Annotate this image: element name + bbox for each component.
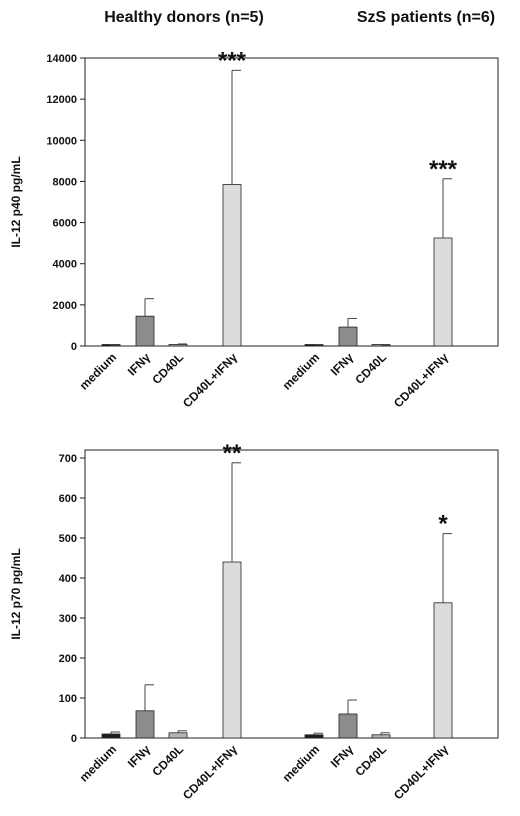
y-tick-label: 100	[59, 693, 77, 705]
bar	[371, 734, 391, 739]
category-label: CD40L+IFNγ	[180, 350, 240, 410]
y-tick-label: 14000	[46, 53, 77, 65]
category-label: medium	[280, 350, 322, 392]
y-tick-label: 300	[59, 613, 77, 625]
category-label: CD40L	[352, 350, 389, 387]
y-tick-label: 6000	[53, 218, 77, 230]
y-tick-label: 4000	[53, 259, 77, 271]
category-label: medium	[280, 742, 322, 784]
category-label: CD40L	[149, 742, 186, 779]
significance-label: *	[438, 511, 448, 538]
category-label: IFNγ	[125, 350, 154, 379]
y-tick-label: 600	[59, 493, 77, 505]
y-tick-label: 8000	[53, 176, 77, 188]
y-tick-label: 700	[59, 453, 77, 465]
bar	[222, 184, 242, 347]
significance-label: **	[223, 440, 242, 467]
plot-frame	[84, 57, 499, 347]
category-label: IFNγ	[328, 742, 357, 771]
y-tick-label: 500	[59, 533, 77, 545]
bar	[135, 710, 155, 739]
bar	[135, 315, 155, 347]
il12-p40-chart: IL-12 p40 pg/mL 0 2000 4000 6000 8000 10000 120…	[9, 47, 499, 410]
bar	[168, 344, 188, 347]
y-tick-label: 400	[59, 573, 77, 585]
bar	[433, 237, 453, 347]
y-tick-label: 0	[71, 733, 77, 745]
category-label: CD40L+IFNγ	[391, 742, 451, 802]
y-axis-label: IL-12 p70 pg/mL	[9, 548, 23, 639]
significance-label: ***	[218, 47, 247, 74]
il12-p70-chart: IL-12 p70 pg/mL 0 100 200 300 400 500 600 700 med…	[9, 440, 499, 802]
y-axis-label: IL-12 p40 pg/mL	[9, 156, 23, 247]
y-tick-label: 2000	[53, 300, 77, 312]
plot-frame	[84, 449, 499, 739]
category-label: medium	[77, 742, 119, 784]
y-tick-label: 10000	[46, 135, 77, 147]
category-label: CD40L+IFNγ	[391, 350, 451, 410]
group-title-szs-patients: SzS patients (n=6)	[357, 9, 495, 26]
category-label: CD40L	[352, 742, 389, 779]
bar	[433, 602, 453, 739]
category-label: CD40L+IFNγ	[180, 742, 240, 802]
group-title-healthy-donors: Healthy donors (n=5)	[104, 9, 264, 26]
bar	[101, 733, 121, 739]
bar	[338, 713, 358, 739]
bar	[304, 734, 324, 739]
category-label: IFNγ	[125, 742, 154, 771]
category-label: IFNγ	[328, 350, 357, 379]
y-tick-label: 0	[71, 341, 77, 353]
category-label: CD40L	[149, 350, 186, 387]
bar	[338, 326, 358, 347]
y-tick-label: 12000	[46, 94, 77, 106]
bar	[222, 561, 242, 739]
significance-label: ***	[429, 156, 458, 183]
bar	[168, 732, 188, 739]
y-tick-label: 200	[59, 653, 77, 665]
category-label: medium	[77, 350, 119, 392]
